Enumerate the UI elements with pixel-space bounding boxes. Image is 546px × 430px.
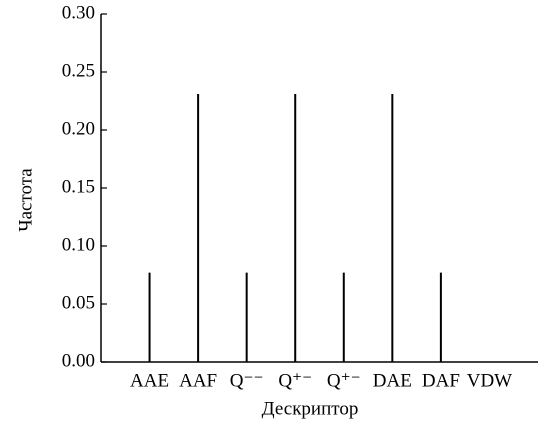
y-tick-label: 0.15	[62, 176, 95, 197]
x-tick-label: Q⁻⁻	[230, 370, 264, 391]
y-tick-label: 0.30	[62, 2, 95, 23]
x-tick-label: Q⁺⁻	[327, 370, 361, 391]
x-tick-label: AAF	[179, 370, 217, 391]
y-tick-label: 0.25	[62, 60, 95, 81]
x-tick-label: DAF	[422, 370, 460, 391]
y-tick-label: 0.05	[62, 292, 95, 313]
y-tick-label: 0.20	[62, 118, 95, 139]
y-axis-label: Частота	[15, 168, 36, 232]
y-tick-label: 0.10	[62, 234, 95, 255]
x-tick-label: VDW	[467, 370, 512, 391]
x-tick-label: Q⁺⁻	[278, 370, 312, 391]
y-tick-label: 0.00	[62, 350, 95, 371]
x-tick-label: AAE	[130, 370, 169, 391]
x-axis-label: Дескриптор	[262, 398, 359, 419]
x-tick-label: DAE	[373, 370, 412, 391]
